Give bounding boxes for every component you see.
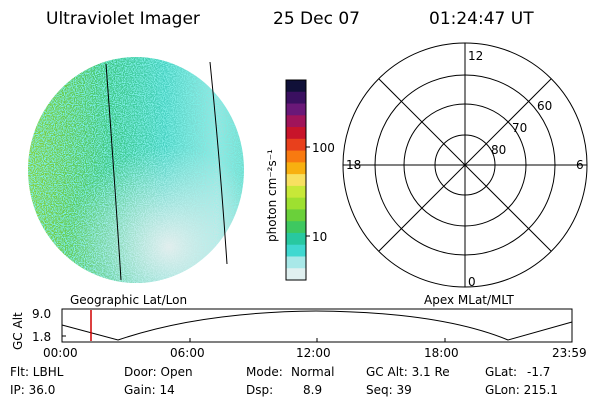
colorbar-cell <box>286 150 306 163</box>
door-info: Door: Open <box>124 365 193 379</box>
colorbar: 100 10 photon cm⁻²s⁻¹ <box>265 79 335 281</box>
ip-info: IP: 36.0 <box>10 383 55 397</box>
altitude-axis-label: GC Alt <box>11 312 25 350</box>
colorbar-cells <box>286 80 306 281</box>
time-label-0000: 00:00 <box>43 346 78 360</box>
colorbar-cell <box>286 268 306 281</box>
altitude-tick-label-9: 9.0 <box>32 307 51 321</box>
colorbar-cell <box>286 197 306 211</box>
mode-value: Normal <box>291 365 334 379</box>
colorbar-cell <box>286 138 306 152</box>
time-label-1800: 18:00 <box>424 346 459 360</box>
glat-label: GLat: <box>485 365 517 379</box>
colorbar-tick-label-10: 10 <box>312 230 327 244</box>
mlat-label-80: 80 <box>491 143 506 157</box>
time-label-2359: 23:59 <box>552 346 587 360</box>
mlt-label-18: 18 <box>346 158 361 172</box>
colorbar-cell <box>286 185 306 199</box>
date-label: 25 Dec 07 <box>273 9 360 29</box>
sequence-info: Seq: 39 <box>366 383 412 397</box>
info-panel: Flt: LBHL Door: Open Mode: Normal GC Alt… <box>10 365 558 397</box>
filter-info: Flt: LBHL <box>10 365 64 379</box>
mlat-label-60: 60 <box>537 99 552 113</box>
apex-caption: Apex MLat/MLT <box>424 293 514 307</box>
colorbar-cell <box>286 91 306 105</box>
time-label-0600: 06:00 <box>170 346 205 360</box>
altitude-plot <box>61 308 573 343</box>
colorbar-cell <box>286 232 306 246</box>
colorbar-cell <box>286 174 306 187</box>
colorbar-cell <box>286 103 306 116</box>
colorbar-cell <box>286 127 306 140</box>
uv-earth-image <box>28 57 244 283</box>
colorbar-frame <box>285 79 307 281</box>
gc-altitude-info: GC Alt: 3.1 Re <box>366 365 450 379</box>
colorbar-unit-label: photon cm⁻²s⁻¹ <box>265 149 279 242</box>
altitude-frame <box>61 308 573 343</box>
altitude-curve <box>61 310 573 341</box>
gain-info: Gain: 14 <box>124 383 175 397</box>
time-label: 01:24:47 UT <box>429 9 534 29</box>
colorbar-cell <box>286 80 306 93</box>
mlt-label-12: 12 <box>468 49 483 63</box>
colorbar-tick-label-100: 100 <box>312 141 335 155</box>
glat-value: -1.7 <box>527 365 550 379</box>
colorbar-cell <box>286 209 306 222</box>
colorbar-cell <box>286 221 306 234</box>
time-label-1200: 12:00 <box>296 346 331 360</box>
colorbar-cell <box>286 244 306 258</box>
altitude-tick-label-1.8: 1.8 <box>32 330 51 344</box>
mlat-label-70: 70 <box>512 121 527 135</box>
colorbar-cell <box>286 115 306 128</box>
mode-label: Mode: <box>246 365 283 379</box>
dsp-label: Dsp: <box>246 383 273 397</box>
colorbar-cell <box>286 162 306 175</box>
geographic-caption: Geographic Lat/Lon <box>70 293 187 307</box>
dsp-value: 8.9 <box>303 383 322 397</box>
mlt-label-6: 6 <box>576 158 584 172</box>
polar-plot <box>342 42 588 288</box>
glon-info: GLon: 215.1 <box>485 383 558 397</box>
polar-diagonal-2 <box>378 78 552 252</box>
longitude-line-2 <box>209 61 228 265</box>
instrument-title: Ultraviolet Imager <box>46 9 200 29</box>
mlt-label-0: 0 <box>468 275 476 289</box>
longitude-line-1 <box>105 63 122 281</box>
colorbar-cell <box>286 256 306 269</box>
